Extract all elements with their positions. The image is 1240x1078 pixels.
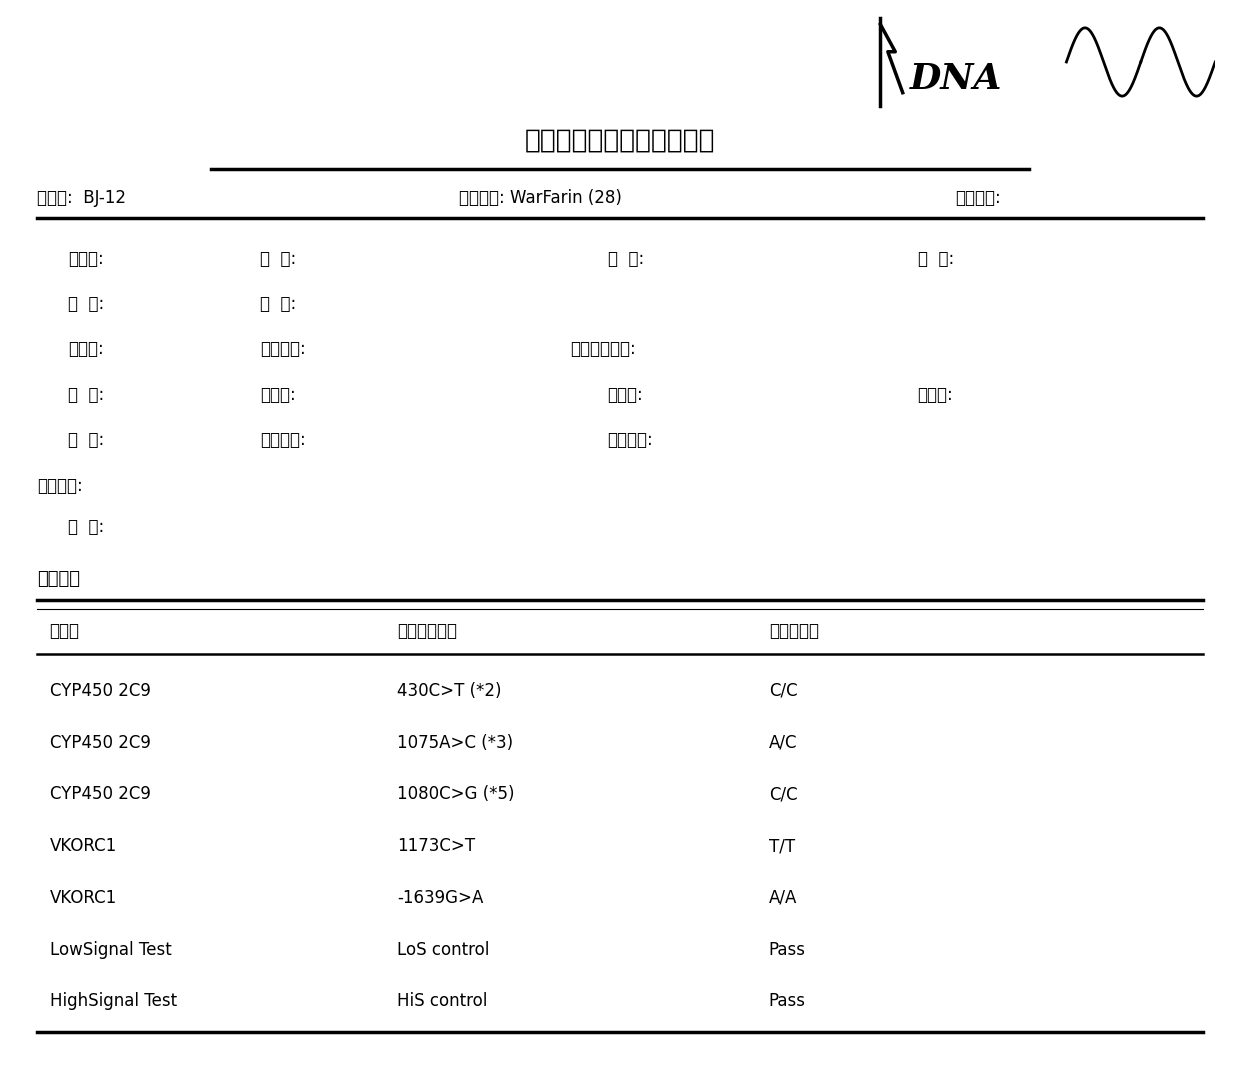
Text: 临床诊断:: 临床诊断: [37, 478, 83, 495]
Text: T/T: T/T [769, 838, 795, 855]
Text: 性  别:: 性 别: [608, 250, 644, 267]
Text: C/C: C/C [769, 786, 797, 803]
Text: CYP450 2C9: CYP450 2C9 [50, 734, 150, 751]
Text: 1080C>G (*5): 1080C>G (*5) [397, 786, 515, 803]
Text: LowSignal Test: LowSignal Test [50, 941, 171, 958]
Text: 项目名称: WarFarin (28): 项目名称: WarFarin (28) [459, 190, 621, 207]
Text: A/A: A/A [769, 889, 797, 907]
Text: 地  址:: 地 址: [260, 295, 296, 313]
Text: -1639G>A: -1639G>A [397, 889, 484, 907]
Text: 靶基因: 靶基因 [50, 622, 79, 639]
Text: HighSignal Test: HighSignal Test [50, 993, 177, 1010]
Text: 标本类型:: 标本类型: [260, 341, 306, 358]
Text: DNA: DNA [910, 63, 1002, 96]
Text: 检查日期:: 检查日期: [955, 190, 1001, 207]
Text: 科  室:: 科 室: [68, 431, 104, 448]
Text: 1075A>C (*3): 1075A>C (*3) [397, 734, 513, 751]
Text: CYP450 2C9: CYP450 2C9 [50, 786, 150, 803]
Text: C/C: C/C [769, 682, 797, 700]
Text: 基因型结果: 基因型结果 [769, 622, 818, 639]
Text: Pass: Pass [769, 941, 806, 958]
Text: 华法林敏感性基因检测报告: 华法林敏感性基因检测报告 [525, 127, 715, 153]
Text: 送检医生:: 送检医生: [608, 431, 653, 448]
Text: 住院号:: 住院号: [608, 386, 644, 403]
Text: 检查医生:: 检查医生: [260, 431, 306, 448]
Text: 检测结果: 检测结果 [37, 570, 81, 588]
Text: 1173C>T: 1173C>T [397, 838, 475, 855]
Text: A/C: A/C [769, 734, 797, 751]
Text: 序列号:  BJ-12: 序列号: BJ-12 [37, 190, 126, 207]
Text: Pass: Pass [769, 993, 806, 1010]
Text: 430C>T (*2): 430C>T (*2) [397, 682, 501, 700]
Text: 样本采集时间:: 样本采集时间: [570, 341, 636, 358]
Text: 病例号:: 病例号: [918, 386, 954, 403]
Text: CYP450 2C9: CYP450 2C9 [50, 682, 150, 700]
Text: 样本号:: 样本号: [68, 341, 104, 358]
Text: HiS control: HiS control [397, 993, 487, 1010]
Text: LoS control: LoS control [397, 941, 489, 958]
Text: VKORC1: VKORC1 [50, 889, 117, 907]
Text: 病  区:: 病 区: [68, 386, 104, 403]
Text: 电  话:: 电 话: [68, 295, 104, 313]
Text: 等位基因位点: 等位基因位点 [397, 622, 456, 639]
Text: 姓  名:: 姓 名: [260, 250, 296, 267]
Text: VKORC1: VKORC1 [50, 838, 117, 855]
Text: 建  议:: 建 议: [68, 519, 104, 536]
Text: 病床号:: 病床号: [260, 386, 296, 403]
Text: 年  龄:: 年 龄: [918, 250, 954, 267]
Text: 唯一号:: 唯一号: [68, 250, 104, 267]
